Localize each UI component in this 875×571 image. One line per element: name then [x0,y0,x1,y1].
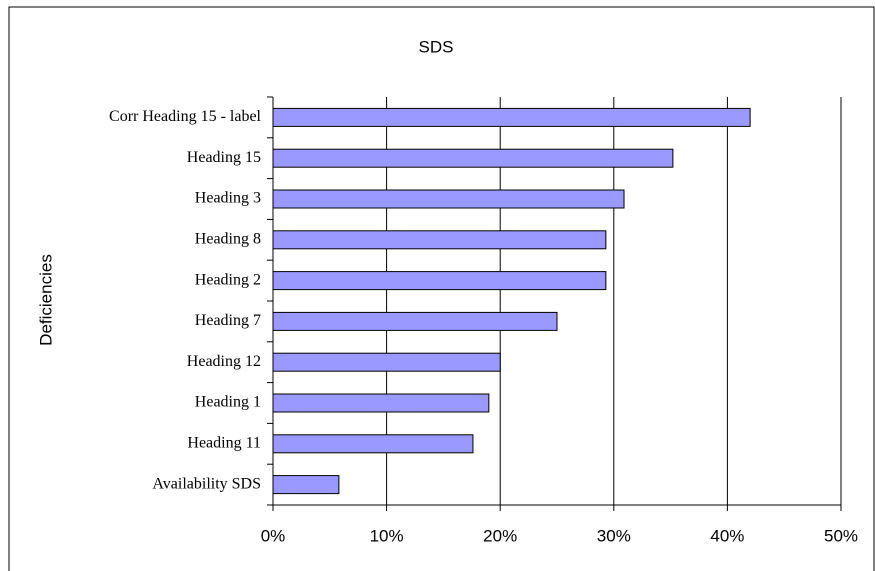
y-tick-label: Availability SDS [152,475,261,492]
y-tick-label: Heading 11 [187,434,261,451]
x-tick-label: 50% [824,526,858,545]
y-tick-label: Heading 7 [195,312,261,329]
x-tick-label: 10% [370,526,404,545]
x-tick-label: 30% [597,526,631,545]
bar [272,352,501,372]
x-tick-label: 0% [261,526,286,545]
y-tick-label: Heading 8 [195,230,261,247]
y-tick-label: Heading 3 [195,190,261,207]
bar [272,434,474,454]
bar [272,475,340,495]
chart-title: SDS [419,37,454,56]
y-tick-label: Heading 2 [195,271,261,288]
bar [272,311,558,331]
chart-frame [8,6,875,571]
y-tick-label: Heading 15 [187,149,261,166]
bar [272,393,490,413]
y-tick-label: Heading 1 [195,394,261,411]
y-tick-label: Corr Heading 15 - label [109,108,262,125]
y-axis-label: Deficiencies [36,254,55,346]
bar [272,107,751,127]
bar [272,189,625,209]
y-tick-label: Heading 12 [187,353,261,370]
x-tick-label: 20% [483,526,517,545]
bar [272,148,674,168]
x-tick-label: 40% [710,526,744,545]
bar [272,271,607,291]
bar [272,230,607,250]
